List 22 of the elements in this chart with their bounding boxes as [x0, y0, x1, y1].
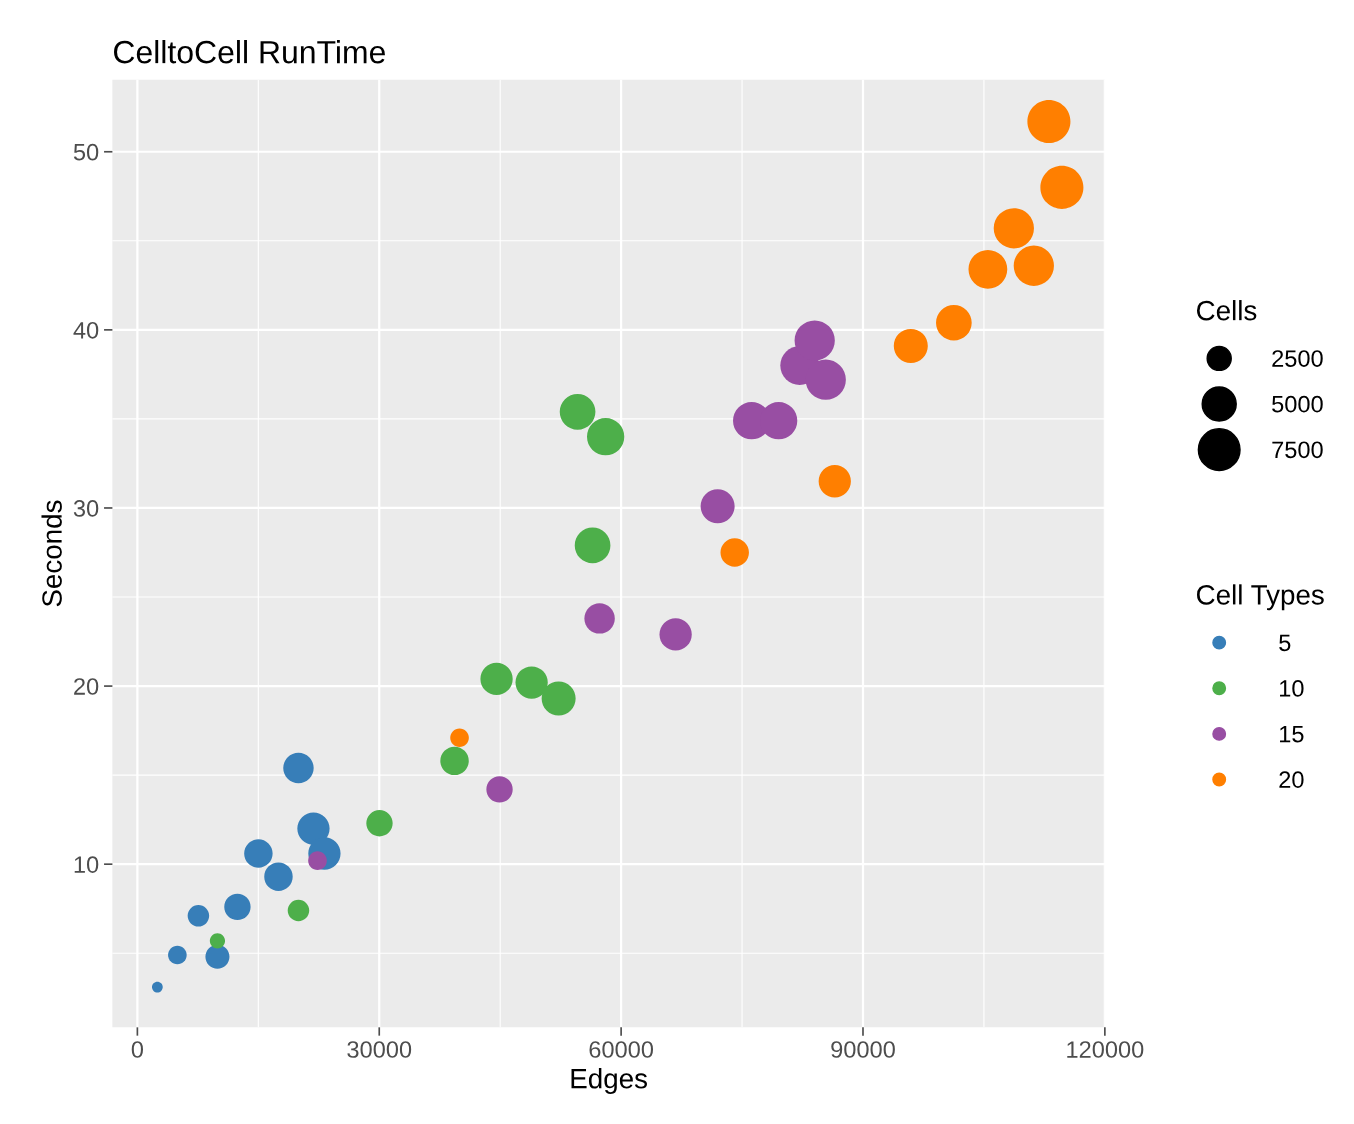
x-tick-label: 30000 [347, 1041, 412, 1058]
legend-title: Cell Types [1197, 584, 1324, 611]
x-tick-label: 60000 [589, 1041, 654, 1058]
legend-label: 7500 [1272, 441, 1323, 459]
y-axis-title: Seconds [41, 500, 62, 607]
legend-label: 2500 [1272, 350, 1323, 367]
legend-label: 20 [1279, 771, 1304, 789]
y-tick-label: 10 [74, 856, 99, 873]
x-axis-title: Edges [571, 1068, 647, 1094]
text: Cells [1197, 300, 1257, 321]
legend-label: 10 [1280, 680, 1304, 697]
y-tick-label: 20 [74, 678, 99, 695]
legend-label: 5 [1279, 634, 1291, 652]
y-tick-label: 40 [73, 321, 99, 339]
y-tick-label: 50 [73, 143, 99, 161]
legend-label: 15 [1280, 725, 1304, 743]
x-tick-label: 0 [131, 1041, 144, 1058]
x-tick-label: 120000 [1067, 1041, 1144, 1058]
x-tick-label: 90000 [831, 1041, 895, 1058]
y-tick-label: 30 [73, 500, 99, 517]
chart-title: CelltoCell RunTime [114, 39, 385, 64]
legend-label: 5000 [1272, 395, 1323, 413]
